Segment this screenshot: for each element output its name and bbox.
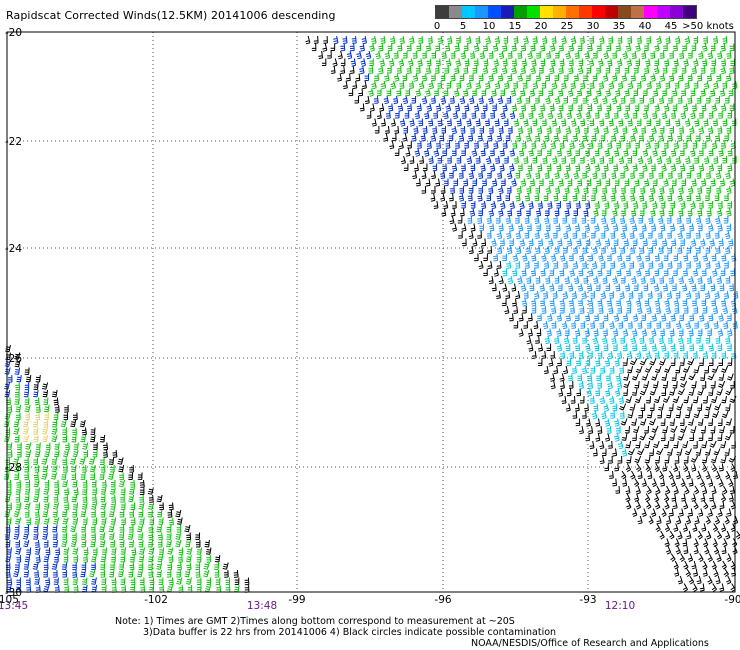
lon-label: -102: [144, 594, 168, 606]
wind-speed-legend: 0 5 10 15 20 25 30 35 40 45 >50 knots: [433, 5, 734, 35]
lat-label: -24: [5, 243, 22, 255]
green-wind-barbs: [3, 35, 738, 593]
cyan-wind-barbs: [502, 260, 737, 457]
legend-label: 5: [459, 21, 467, 32]
note-line-1: Note: 1) Times are GMT 2)Times along bot…: [115, 616, 515, 627]
lon-label: -105: [0, 594, 19, 606]
legend-label: 25: [560, 21, 574, 32]
note-line-3: NOAA/NESDIS/Office of Research and Appli…: [471, 638, 709, 649]
lat-label: -26: [5, 353, 22, 365]
legend-swatch: [514, 6, 527, 18]
legend-swatch: [618, 6, 631, 18]
time-label: 13:48: [247, 600, 277, 612]
legend-label: 10: [482, 21, 496, 32]
note-line-2: 3)Data buffer is 22 hrs from 20141006 4)…: [143, 627, 557, 638]
legend-swatch: [566, 6, 579, 18]
lat-label: -20: [5, 27, 22, 39]
lon-label: -90: [724, 594, 740, 606]
notes-block: Note: 1) Times are GMT 2)Times along bot…: [115, 616, 709, 649]
legend-label: >50 knots: [682, 21, 734, 32]
lon-label: -93: [579, 594, 596, 606]
axis-labels: -20 -22 -24 -26 -28 -30-105 -102 -99 -96 -93 -90 13…: [0, 27, 740, 612]
legend-label: 45: [664, 21, 678, 32]
lat-label: -22: [5, 136, 22, 148]
legend-swatch: [449, 6, 462, 18]
legend-swatch: [527, 6, 540, 18]
time-label: 12:10: [605, 600, 635, 612]
time-label: 13:45: [0, 600, 28, 612]
legend-label: 30: [586, 21, 600, 32]
yellow-wind-barbs: [22, 412, 49, 443]
legend-swatch: [657, 6, 670, 18]
legend-label: 15: [508, 21, 522, 32]
map-title: Rapidscat Corrected Winds(12.5KM) 201410…: [6, 9, 336, 22]
lat-label: -28: [5, 462, 22, 474]
lat-label: -30: [5, 587, 22, 599]
legend-labels: 0 5 10 15 20 25 30 35 40 45 >50 knots: [433, 21, 734, 35]
light-blue-wind-barbs: [467, 215, 739, 337]
map-frame: [6, 31, 736, 593]
legend-swatch: [631, 6, 644, 18]
legend-swatch: [436, 6, 449, 18]
legend-swatch: [501, 6, 514, 18]
legend-swatch: [475, 6, 488, 18]
legend-swatch: [592, 6, 605, 18]
wind-barb-swaths: [3, 35, 740, 593]
legend-swatch: [553, 6, 566, 18]
legend-color-bar: [435, 5, 697, 19]
legend-swatch: [462, 6, 475, 18]
legend-swatch: [579, 6, 592, 18]
blue-wind-barbs: [3, 35, 591, 593]
lat-lon-grid: [7, 32, 735, 592]
legend-label: 40: [638, 21, 652, 32]
legend-swatch: [488, 6, 501, 18]
legend-swatch: [644, 6, 657, 18]
legend-label: 0: [433, 21, 441, 32]
legend-label: 35: [612, 21, 626, 32]
legend-swatch: [683, 6, 696, 18]
legend-swatch: [540, 6, 553, 18]
legend-swatch: [605, 6, 618, 18]
black-wind-barbs: [5, 35, 740, 593]
lon-label: -96: [434, 594, 451, 606]
lon-label: -99: [288, 594, 305, 606]
legend-swatch: [670, 6, 683, 18]
legend-label: 20: [534, 21, 548, 32]
